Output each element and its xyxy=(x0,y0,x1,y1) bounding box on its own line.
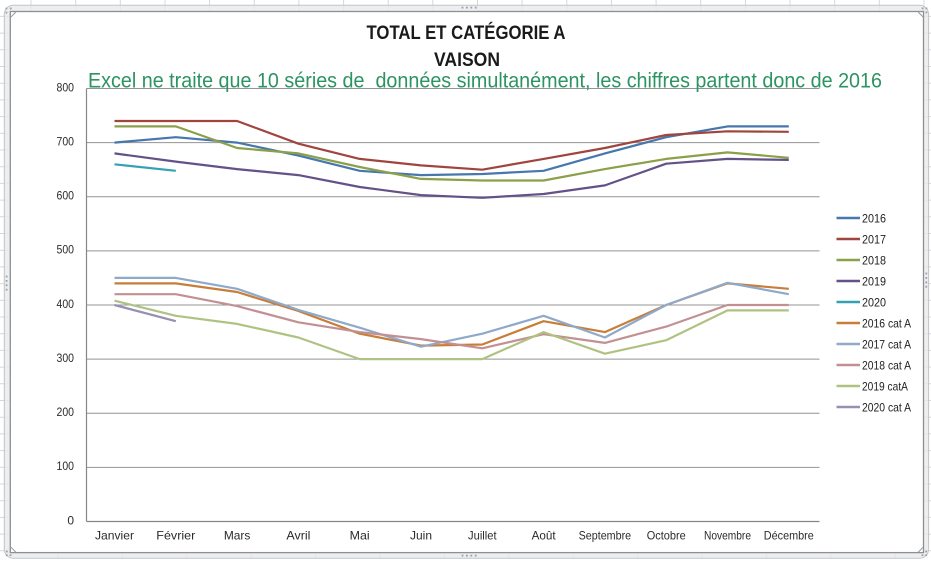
svg-text:Mai: Mai xyxy=(350,529,370,543)
svg-text:Novembre: Novembre xyxy=(704,529,751,543)
svg-text:600: 600 xyxy=(57,189,75,203)
svg-text:2017: 2017 xyxy=(862,232,886,246)
svg-text:VAISON: VAISON xyxy=(434,49,500,71)
svg-text:2019: 2019 xyxy=(862,274,886,288)
svg-text:500: 500 xyxy=(57,243,75,257)
svg-text:200: 200 xyxy=(57,405,75,419)
svg-text:2019 catA: 2019 catA xyxy=(862,379,908,393)
svg-text:2018: 2018 xyxy=(862,253,886,267)
svg-text:Février: Février xyxy=(156,529,195,543)
svg-text:2020 cat A: 2020 cat A xyxy=(862,400,911,414)
svg-text:Septembre: Septembre xyxy=(579,529,632,543)
svg-text:Mars: Mars xyxy=(224,529,251,543)
svg-text:300: 300 xyxy=(57,351,75,365)
svg-text:Décembre: Décembre xyxy=(764,529,814,543)
svg-text:100: 100 xyxy=(57,459,75,473)
svg-text:2018 cat A: 2018 cat A xyxy=(862,358,911,372)
svg-text:400: 400 xyxy=(57,297,75,311)
svg-text:Juillet: Juillet xyxy=(468,529,497,543)
svg-text:700: 700 xyxy=(57,134,75,148)
svg-text:Janvier: Janvier xyxy=(95,529,134,543)
svg-text:2016 cat A: 2016 cat A xyxy=(862,316,911,330)
svg-text:2020: 2020 xyxy=(862,295,886,309)
svg-text:Octobre: Octobre xyxy=(647,529,686,543)
svg-text:0: 0 xyxy=(67,513,74,527)
svg-text:Août: Août xyxy=(532,529,557,543)
svg-text:2016: 2016 xyxy=(862,211,886,225)
svg-text:Avril: Avril xyxy=(286,529,310,543)
svg-text:2017 cat A: 2017 cat A xyxy=(862,337,911,351)
svg-text:TOTAL ET CATÉGORIE A: TOTAL ET CATÉGORIE A xyxy=(367,21,566,44)
svg-text:Excel ne traite que 10 séries: Excel ne traite que 10 séries de données… xyxy=(88,69,882,92)
svg-text:800: 800 xyxy=(57,80,75,94)
svg-text:Juin: Juin xyxy=(410,529,432,543)
